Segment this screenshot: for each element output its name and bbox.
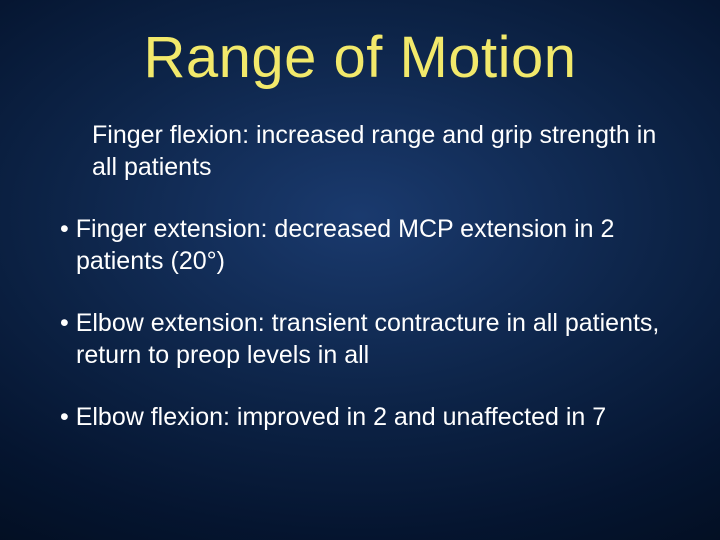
bullet-item: • Finger extension: decreased MCP extens… <box>50 213 670 277</box>
bullet-marker: • <box>60 403 76 431</box>
bullet-text: Elbow flexion: improved in 2 and unaffec… <box>76 403 606 431</box>
slide-container: Range of Motion Finger flexion: increase… <box>0 0 720 540</box>
bullet-marker: • <box>60 309 76 337</box>
slide-title: Range of Motion <box>50 28 670 89</box>
bullet-item: Finger flexion: increased range and grip… <box>50 119 670 183</box>
bullet-item: • Elbow flexion: improved in 2 and unaff… <box>50 401 670 433</box>
bullet-text: Finger flexion: increased range and grip… <box>92 121 656 181</box>
bullet-text: Finger extension: decreased MCP extensio… <box>76 215 615 275</box>
bullet-item: • Elbow extension: transient contracture… <box>50 307 670 371</box>
bullet-text: Elbow extension: transient contracture i… <box>76 309 660 369</box>
bullet-marker: • <box>60 215 76 243</box>
